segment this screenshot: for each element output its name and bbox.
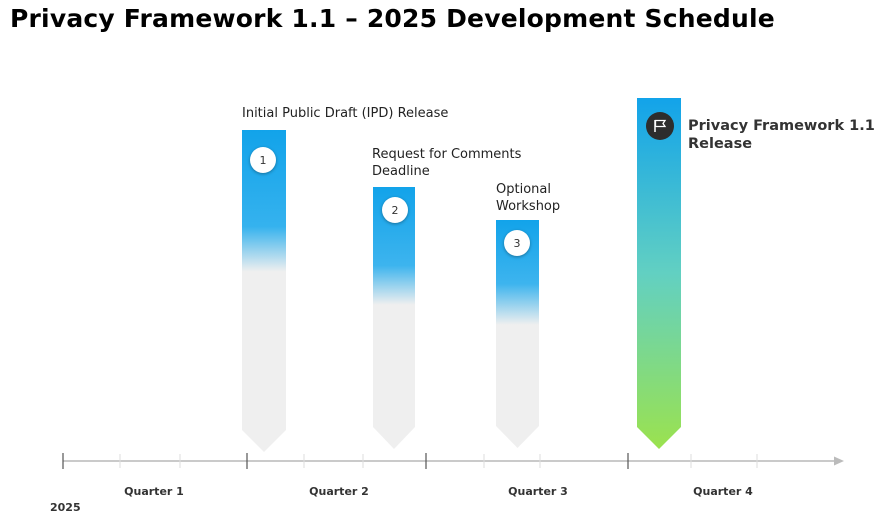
year-label: 2025 [50, 501, 81, 514]
page-title: Privacy Framework 1.1 – 2025 Development… [10, 4, 775, 33]
release-label-line1: Privacy Framework 1.1 [688, 118, 875, 134]
milestone-2-label-line2: Deadline [372, 164, 430, 179]
release-bar [637, 98, 681, 449]
quarter-2-label: Quarter 2 [309, 485, 369, 498]
milestone-3-label: Optional Workshop [496, 181, 560, 215]
milestone-2-label: Request for Comments Deadline [372, 146, 521, 180]
milestone-2-number: 2 [382, 197, 408, 223]
milestone-1-number: 1 [250, 147, 276, 173]
flag-icon [646, 112, 674, 140]
milestone-3-label-line1: Optional [496, 182, 551, 197]
milestone-1-bar [242, 130, 286, 452]
milestone-3-label-line2: Workshop [496, 199, 561, 214]
milestone-3-bar [496, 220, 539, 448]
quarter-1-label: Quarter 1 [124, 485, 184, 498]
milestone-2-bar [373, 187, 415, 449]
release-label: Privacy Framework 1.1 Release [688, 117, 875, 153]
milestone-1-label: Initial Public Draft (IPD) Release [242, 106, 449, 121]
quarter-3-label: Quarter 3 [508, 485, 568, 498]
milestone-2-label-line1: Request for Comments [372, 147, 522, 162]
quarter-4-label: Quarter 4 [693, 485, 753, 498]
release-label-line2: Release [688, 136, 753, 152]
milestone-3-number: 3 [504, 230, 530, 256]
